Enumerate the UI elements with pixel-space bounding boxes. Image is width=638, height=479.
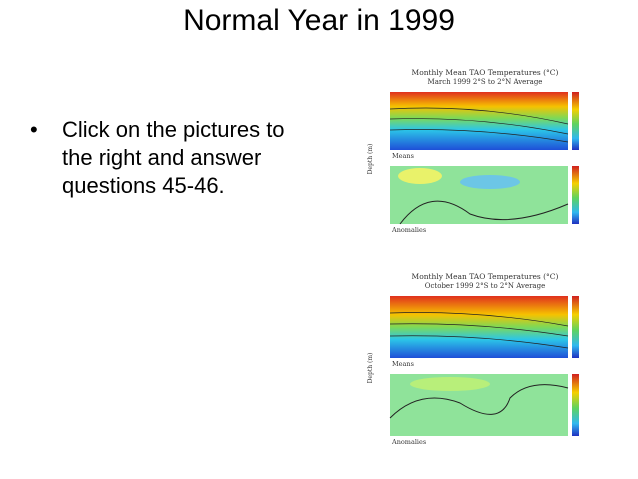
- bullet-list: Click on the pictures to the right and a…: [30, 116, 297, 200]
- picture-title: Monthly Mean TAO Temperatures (°C): [412, 68, 559, 77]
- colorbar: [572, 92, 579, 150]
- picture-subtitle: October 1999 2°S to 2°N Average: [425, 282, 545, 290]
- picture[interactable]: Monthly Mean TAO Temperatures (°C) March…: [360, 64, 602, 248]
- colorbar: [572, 296, 579, 358]
- picture-title: Monthly Mean TAO Temperatures (°C): [412, 272, 559, 281]
- picture[interactable]: Monthly Mean TAO Temperatures (°C) Octob…: [360, 268, 602, 458]
- means-panel: [390, 296, 568, 358]
- picture-subtitle: March 1999 2°S to 2°N Average: [428, 78, 543, 86]
- y-axis-label: Depth (m): [367, 353, 374, 384]
- panel-label: Anomalies: [391, 438, 426, 446]
- y-axis-label: Depth (m): [367, 144, 374, 175]
- bullet: Click on the pictures to the right and a…: [30, 116, 297, 200]
- panel-label: Means: [392, 360, 414, 368]
- slide-title: Normal Year in 1999: [183, 4, 455, 37]
- panel-label: Means: [392, 152, 414, 160]
- panel-label: Anomalies: [391, 226, 426, 234]
